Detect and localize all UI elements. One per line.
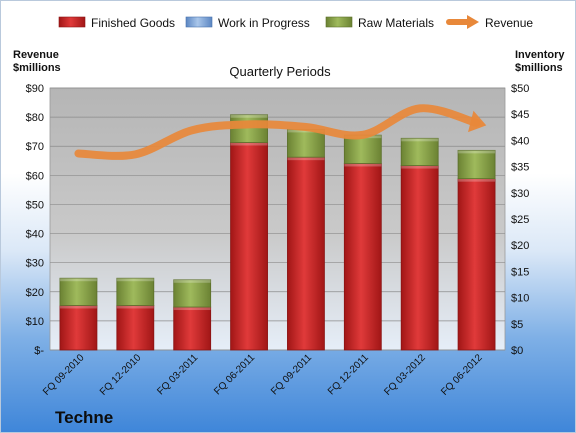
bar-highlight [116,305,154,309]
legend-label-raw-materials: Raw Materials [358,16,434,30]
right-tick-label: $15 [511,266,529,278]
left-tick-label: $60 [26,170,44,182]
revenue-line [74,104,481,160]
legend-item-finished-goods: Finished Goods [58,16,175,30]
left-tick-label: $30 [26,258,44,270]
left-axis-ticks: $- $10 $20 $30 $40 $50 $60 $70 $80 $90 [26,83,45,357]
left-tick-label: $20 [26,287,44,299]
bar-raw-materials [400,137,439,166]
bar-finished-goods [116,305,155,351]
right-axis-ticks: $0 $5 $10 $15 $20 $25 $30 $35 $40 $45 $50 [511,83,529,357]
bar-finished-goods [173,306,212,351]
right-tick-label: $5 [511,319,523,331]
category-label: FQ 06-2011 [212,352,257,397]
right-axis-title-line1: Inventory [515,49,565,61]
category-label: FQ 12-2010 [98,352,144,398]
right-tick-label: $20 [511,240,529,252]
bar-highlight [401,165,439,169]
category-label: FQ 12-2011 [326,352,371,397]
bar-finished-goods [59,305,98,351]
legend-item-work-in-progress: Work in Progress [185,16,310,30]
bar-highlight [59,305,97,309]
bars [59,114,496,351]
bar-finished-goods [287,156,325,351]
right-tick-label: $40 [511,135,529,147]
left-tick-label: $80 [26,112,44,124]
legend-swatch-work-in-progress [185,16,213,28]
legend-label-finished-goods: Finished Goods [91,16,175,30]
bar-raw-materials [343,134,382,164]
bar-finished-goods [457,178,496,351]
legend-swatch-raw-materials [325,16,353,28]
legend: Finished Goods Work in Progress Raw Mate… [58,15,533,30]
bar-finished-goods [343,163,382,351]
left-tick-label: $70 [26,141,44,153]
category-label: FQ 03-2011 [155,352,200,397]
bar-highlight [59,278,97,282]
right-tick-label: $45 [511,109,529,121]
category-label: FQ 09-2010 [41,352,87,398]
legend-swatch-finished-goods [58,16,86,28]
bar-raw-materials [116,277,155,306]
chart-title: Quarterly Periods [229,64,331,79]
bar-highlight [458,150,496,154]
left-tick-label: $- [34,345,44,357]
company-name: Techne [55,408,113,427]
revenue-arrowhead [468,110,487,133]
right-axis-title-line2: $millions [515,62,563,74]
legend-label-revenue: Revenue [485,16,533,30]
right-tick-label: $35 [511,162,529,174]
left-tick-label: $40 [26,229,44,241]
left-tick-label: $90 [26,83,44,95]
bar-highlight [458,178,496,182]
bar-highlight [230,142,268,146]
legend-item-raw-materials: Raw Materials [325,16,434,30]
legend-label-work-in-progress: Work in Progress [218,16,310,30]
bar-highlight [173,307,211,311]
bar-raw-materials [457,149,496,180]
bar-highlight [173,279,211,283]
bar-raw-materials [173,279,212,308]
bar-highlight [287,157,325,161]
left-axis-title-line2: $millions [13,62,61,74]
left-axis-title-line1: Revenue [13,49,59,61]
bar-highlight [116,278,154,282]
bar-raw-materials [59,277,98,306]
legend-arrowhead-revenue [467,15,479,29]
bar-raw-materials [287,128,325,158]
bar-highlight [401,138,439,142]
category-label: FQ 09-2011 [269,352,314,397]
left-tick-label: $10 [26,316,44,328]
revenue-line-layer [74,104,487,160]
bar-finished-goods [230,142,268,351]
category-label: FQ 06-2012 [439,352,485,398]
category-label: FQ 03-2012 [382,352,428,398]
category-labels: FQ 09-2010 FQ 12-2010 FQ 03-2011 FQ 06-2011… [41,352,485,398]
bar-finished-goods [400,165,439,351]
bar-highlight [230,114,268,118]
legend-item-revenue: Revenue [446,15,533,30]
left-tick-label: $50 [26,199,44,211]
right-tick-label: $0 [511,345,523,357]
bar-highlight [344,163,382,167]
right-tick-label: $30 [511,188,529,200]
right-tick-label: $50 [511,83,529,95]
right-tick-label: $10 [511,293,529,305]
right-tick-label: $25 [511,214,529,226]
